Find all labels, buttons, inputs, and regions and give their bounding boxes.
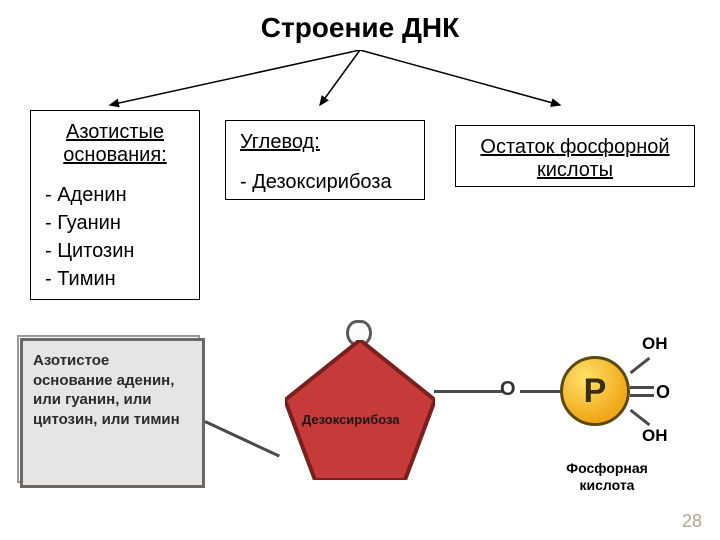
box1-list: - Аденин - Гуанин - Цитозин - Тимин <box>45 181 185 293</box>
box-carbohydrate: Углевод: - Дезоксирибоза <box>225 120 425 200</box>
bond-o-phosphate <box>520 390 562 393</box>
phos-bond-top <box>630 357 651 374</box>
bond-sugar-o <box>434 390 502 393</box>
phos-bond-double-a <box>630 386 654 389</box>
o-double-label: O <box>656 382 670 403</box>
oh-bottom-label: OH <box>642 426 668 446</box>
phos-bond-bottom <box>630 409 651 426</box>
list-item: - Дезоксирибоза <box>240 168 410 196</box>
list-item: - Аденин <box>45 181 185 209</box>
deoxyribose-pentagon <box>285 340 435 480</box>
box-nitrogen-bases: Азотистые основания: - Аденин - Гуанин -… <box>30 110 200 300</box>
nucleotide-illustration: Азотистое основание аденин, или гуанин, … <box>20 320 700 510</box>
oh-top-label: OH <box>642 334 668 354</box>
box2-heading: Углевод: <box>240 131 320 153</box>
phos-bond-double-b <box>630 394 654 397</box>
oxygen-bridge-label: O <box>500 378 516 401</box>
branch-arrows <box>0 50 720 110</box>
list-item: - Гуанин <box>45 209 185 237</box>
box1-heading: Азотистые основания: <box>45 121 185 167</box>
phos-label-1: Фосфорная <box>566 460 648 476</box>
slide-number: 28 <box>682 511 702 532</box>
phosphate-label: Фосфорная кислота <box>552 460 662 494</box>
phos-label-2: кислота <box>580 477 635 493</box>
deoxyribose-label: Дезоксирибоза <box>302 412 400 427</box>
box2-list: - Дезоксирибоза <box>240 168 410 196</box>
nitrogen-base-box: Азотистое основание аденин, или гуанин, … <box>20 338 205 488</box>
page-title: Строение ДНК <box>0 12 720 44</box>
list-item: - Цитозин <box>45 237 185 265</box>
phosphate-circle: P <box>560 356 630 426</box>
bond-base-sugar <box>204 420 280 457</box>
box-phosphate: Остаток фосфорной кислоты <box>455 125 695 187</box>
box3-heading: Остаток фосфорной кислоты <box>470 136 680 182</box>
list-item: - Тимин <box>45 265 185 293</box>
